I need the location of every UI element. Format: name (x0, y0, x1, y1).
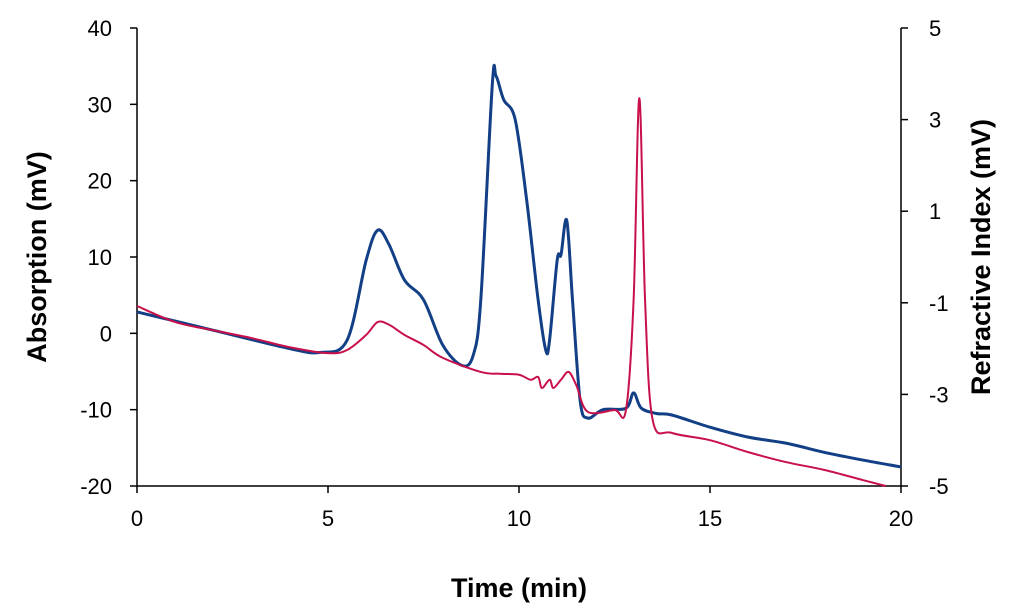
y-tick-label: 10 (88, 245, 112, 270)
x-tick-label: 5 (322, 506, 334, 531)
refractive-index-series (136, 97, 886, 487)
y-tick-label: 20 (88, 169, 112, 194)
x-tick-label: 10 (507, 506, 531, 531)
y-tick-label: -20 (80, 474, 112, 499)
x-axis-label: Time (min) (451, 573, 587, 603)
x-tick-label: 20 (889, 506, 913, 531)
axes: 0 5 10 15 20 -20 -10 0 10 20 30 40 -5 -3 -1 1 3 5 (80, 16, 948, 531)
y2-tick-label: -3 (929, 382, 949, 407)
y2-tick-label: -5 (929, 474, 949, 499)
y-tick-label: 30 (88, 92, 112, 117)
y-axis-label: Absorption (mV) (22, 151, 52, 362)
y2-tick-label: 5 (929, 16, 941, 41)
series-group (136, 63, 902, 487)
y2-tick-label: 3 (929, 108, 941, 133)
y2-tick-label: -1 (929, 291, 949, 316)
absorption-series (136, 63, 902, 469)
x-tick-label: 15 (698, 506, 722, 531)
x-tick-label: 0 (131, 506, 143, 531)
y-tick-label: -10 (80, 398, 112, 423)
y-tick-label: 0 (100, 321, 112, 346)
y2-axis-label: Refractive Index (mV) (966, 119, 996, 395)
y2-tick-label: 1 (929, 199, 941, 224)
y-tick-label: 40 (88, 16, 112, 41)
